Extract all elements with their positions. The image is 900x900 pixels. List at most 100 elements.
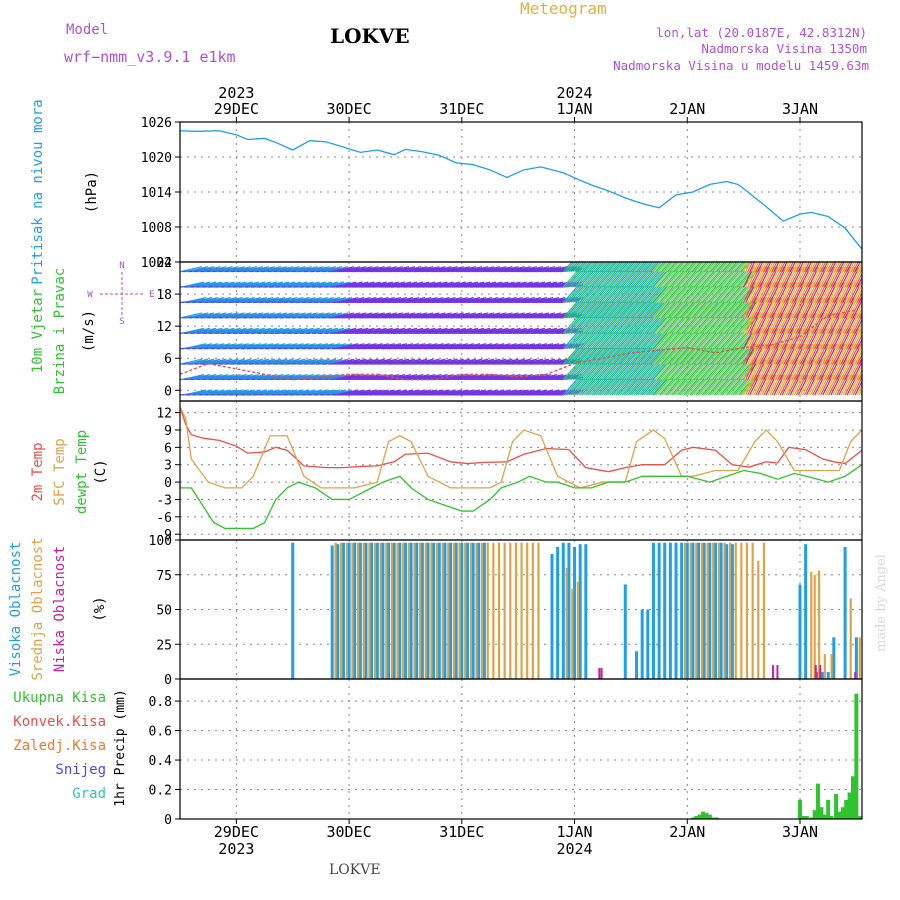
wind-arrow [615,332,631,350]
wind-arrow [633,262,644,273]
wind-arrow [683,332,699,350]
wind-arrow [313,312,337,319]
wind-arrow [701,332,717,350]
wind-arrow [192,266,215,273]
wind-arrow [524,389,548,396]
wind-arrow [667,347,683,365]
wind-arrow [299,296,322,304]
wind-arrow [637,316,653,334]
cloud-mid-bar [712,542,715,679]
wind-arrow [303,327,326,334]
wind-arrow [574,332,590,350]
wind-arrow [248,327,272,334]
cloud-high-bar [353,542,357,679]
wind-arrow [715,301,731,319]
wind-arrow [665,262,675,273]
wind-arrow [585,378,601,396]
wind-arrow [518,343,541,350]
wind-arrow [653,347,668,365]
wind-arrow [581,286,596,303]
wind-arrow [228,266,251,273]
wind-arrow [194,281,217,288]
cloud-high-bar [387,542,391,679]
wind-arrow [214,389,237,396]
wind-arrow [734,332,750,350]
wind-arrow [719,262,730,273]
wind-arrow [643,262,654,273]
wind-arrow [671,378,687,396]
wind-arrow [185,312,209,319]
wind-arrow [564,347,580,365]
wind-arrow [852,262,859,272]
wind-arrow [520,358,544,365]
wind-arrow [220,389,243,396]
precip-ylabels: Ukupna Kisa Konvek.Kisa Zaledj.Kisa Snij… [13,689,128,806]
wind-arrow [488,343,511,350]
wind-arrow [601,286,617,303]
wind-arrow [629,332,645,350]
wind-arrow [240,266,264,273]
wind-arrow [358,281,381,288]
precip-label-snow: Snijeg [55,762,106,778]
wind-arrow [637,262,648,273]
wind-arrow [639,332,655,350]
temp-ylabel-sfc: SFC Temp [52,438,68,505]
wind-arrow [629,363,645,380]
wind-arrow [856,384,862,396]
wind-arrow [413,327,436,334]
wind-arrow [713,286,729,303]
wind-arrow [601,378,617,396]
wind-arrow [419,327,442,334]
wind-arrow [677,347,693,365]
wind-arrow [330,389,353,396]
wind-arrow [730,286,746,303]
wind-arrow [562,378,578,396]
wind-arrow [747,262,754,272]
wind-arrow [685,286,701,303]
wind-arrow [568,262,579,273]
wind-arrow [643,301,659,319]
wind-arrow [275,389,298,396]
wind-arrow [625,316,641,334]
wind-arrow [508,266,531,273]
wind-arrow [287,343,310,350]
wind-arrow [858,342,862,350]
wind-arrow [336,343,359,350]
wind-arrow [755,262,762,272]
wind-arrow [536,343,560,350]
wind-arrow [709,286,725,303]
wind-arrow [734,378,750,396]
wind-arrow [705,363,721,380]
cloud-high-bar [341,542,345,679]
wind-arrow [445,296,468,304]
wind-arrow [715,262,726,273]
wind-arrow [593,363,609,380]
wind-arrow [484,266,507,273]
wind-arrow [259,358,282,365]
wind-arrow [689,378,705,396]
wind-arrow [736,332,752,350]
cloud-mid-bar [683,542,687,679]
wind-arrow [543,343,566,350]
wind-arrow [659,262,669,273]
wind-arrow [677,262,688,273]
wind-arrow [717,378,733,396]
cloud-high-bar [449,542,453,679]
wind-arrow [709,332,725,350]
wind-arrow [621,347,637,365]
wind-arrow [212,327,235,334]
wind-arrow [476,296,499,304]
wind-arrow [721,378,737,396]
wind-arrow [593,332,609,350]
wind-arrow [238,389,261,396]
wind-arrow [295,358,318,365]
wind-arrow [597,347,613,365]
wind-arrow [607,301,623,319]
wind-arrow [587,270,603,288]
wind-arrow [854,287,862,303]
wind-arrow [617,378,633,396]
wind-arrow [512,343,535,350]
precip-bar [714,817,719,819]
wind-arrow [210,266,233,273]
wind-arrow [566,301,582,319]
